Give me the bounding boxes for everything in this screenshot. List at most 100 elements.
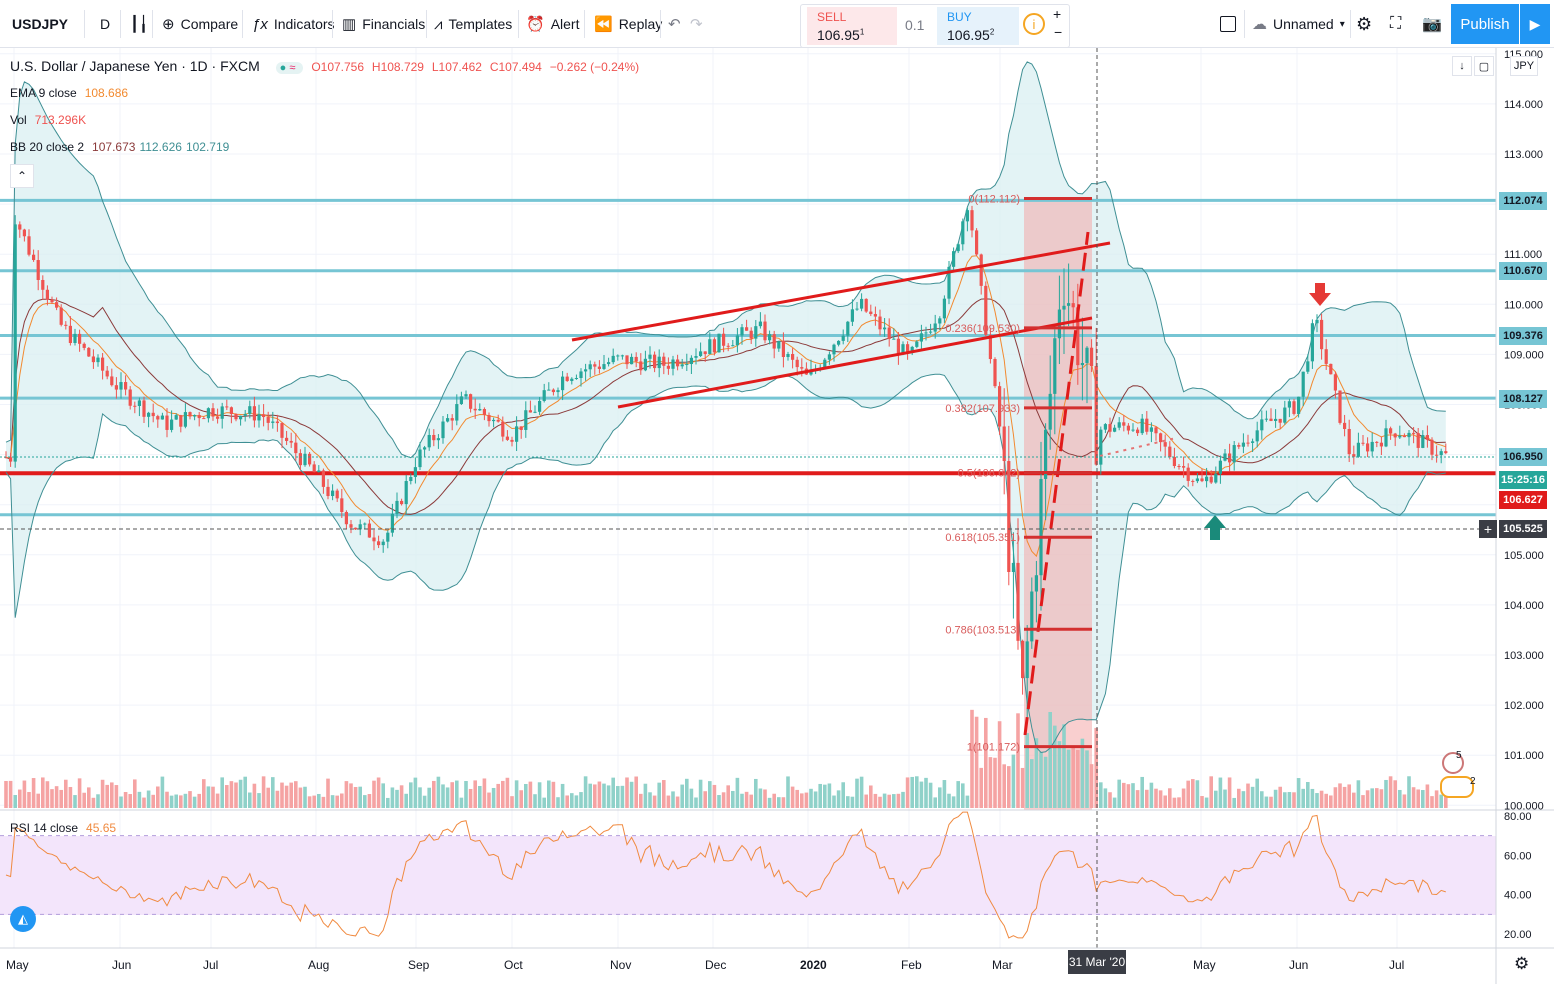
crosshair-date-label: 31 Mar '20 — [1068, 950, 1126, 974]
dividends-events-icon[interactable] — [1440, 776, 1474, 798]
minus-icon[interactable]: − — [1054, 24, 1063, 40]
legend-bb[interactable]: BB 20 close 2 107.673 112.626 102.719 — [10, 140, 233, 154]
candle — [676, 359, 680, 367]
rsi-axis[interactable]: 80.00 60.00 40.00 20.00 — [0, 811, 1532, 941]
volume-bar — [933, 797, 937, 808]
plus-icon[interactable]: + — [1053, 6, 1062, 22]
play-circle-icon: ▶ — [1529, 15, 1541, 32]
volume-bar — [169, 795, 174, 808]
publish-button[interactable]: Publish — [1451, 4, 1519, 44]
candle — [22, 229, 26, 237]
info-icon[interactable]: i — [1023, 13, 1045, 35]
settings-button[interactable]: ⚙ — [1356, 0, 1372, 48]
volume-bar — [1421, 790, 1425, 808]
price-tick-label: 114.000 — [1504, 99, 1543, 111]
candle — [243, 413, 247, 416]
candle — [703, 351, 707, 355]
chart-type-button[interactable]: ┃╽ — [130, 0, 148, 48]
volume-bar — [988, 757, 993, 808]
fullscreen-button[interactable]: ⛶ — [1390, 0, 1401, 48]
candle — [965, 210, 969, 222]
legend-ema[interactable]: EMA 9 close 108.686 — [10, 86, 132, 100]
legend-volume[interactable]: Vol 713.296K — [10, 113, 90, 127]
interval-button[interactable]: D — [100, 0, 110, 48]
symbol-search[interactable]: USDJPY — [12, 0, 68, 48]
undo-button[interactable]: ↶ — [668, 0, 681, 48]
volume-bar — [13, 795, 17, 808]
candle — [1126, 425, 1130, 431]
candle — [1159, 433, 1163, 443]
candle — [427, 434, 431, 448]
volume-bar — [804, 792, 809, 808]
publish-menu-button[interactable]: ▶ — [1520, 4, 1550, 44]
redo-button[interactable]: ↷ — [690, 0, 703, 48]
replay-icon: ⏪ — [594, 16, 613, 33]
time-tick-label: Jul — [203, 958, 218, 972]
volume-bar — [1319, 790, 1324, 808]
candle — [390, 513, 394, 533]
bar-chart-icon: ▥ — [342, 16, 357, 33]
time-tick-label: Dec — [705, 958, 726, 972]
collapse-legend-button[interactable]: ⌃ — [10, 164, 34, 188]
chart-settings-gear-icon[interactable]: ⚙ — [1514, 954, 1530, 973]
candle — [326, 486, 330, 497]
templates-button[interactable]: ⩘ Templates — [434, 0, 512, 48]
price-label-112: 112.074 — [1499, 192, 1547, 210]
candle — [179, 415, 183, 427]
volume-bar — [353, 787, 358, 808]
candle — [64, 324, 68, 326]
sell-button[interactable]: SELL 106.951 — [807, 7, 897, 45]
add-alert-plus-icon[interactable]: + — [1479, 520, 1497, 538]
candle — [809, 370, 813, 375]
volume-bar — [1094, 727, 1098, 808]
volume-bar — [1191, 779, 1195, 808]
volume-bar — [565, 795, 569, 808]
candle — [1283, 407, 1287, 423]
layout-menu[interactable]: ☁ Unnamed ▾ — [1252, 0, 1345, 48]
time-axis[interactable]: May Jun Jul Aug Sep Oct Nov Dec 2020 Feb Mar May Jun… — [6, 958, 1404, 972]
candle — [1007, 461, 1011, 572]
candle — [1333, 374, 1337, 391]
candle — [262, 414, 266, 418]
candle — [883, 327, 887, 330]
tradingview-logo-icon[interactable]: ◭ — [10, 906, 36, 932]
compare-button[interactable]: ⊕ Compare — [162, 0, 238, 48]
snapshot-button[interactable]: 📷 — [1422, 0, 1442, 48]
volume-bar — [464, 781, 468, 808]
candle — [1071, 303, 1075, 308]
candle — [1117, 422, 1121, 428]
candle — [832, 344, 836, 355]
price-tick-label: 102.000 — [1504, 700, 1544, 712]
indicators-button[interactable]: ƒx Indicators — [252, 0, 335, 48]
candle — [947, 266, 951, 299]
candle — [1255, 430, 1259, 442]
compare-label: Compare — [180, 16, 239, 32]
volume-bar — [376, 777, 381, 808]
volume-bar — [542, 797, 546, 808]
select-checkbox[interactable] — [1220, 0, 1236, 48]
volume-bar — [1163, 795, 1167, 808]
financials-button[interactable]: ▥ Financials — [342, 0, 425, 48]
legend-rsi[interactable]: RSI 14 close 45.65 — [10, 821, 120, 835]
maximize-icon[interactable]: ▢ — [1474, 56, 1494, 76]
price-tick-label: 104.000 — [1504, 600, 1544, 612]
volume-bar — [473, 780, 477, 808]
volume-bar — [50, 789, 54, 808]
volume-bar — [1384, 779, 1388, 808]
volume-bar — [128, 794, 132, 808]
volume-bar — [1315, 793, 1319, 808]
candle — [1320, 319, 1324, 350]
download-icon[interactable]: ↓ — [1452, 56, 1472, 76]
candle — [1278, 418, 1282, 423]
volume-bar — [252, 783, 257, 808]
candle — [1085, 347, 1089, 364]
alert-button[interactable]: ⏰ Alert — [526, 0, 579, 48]
candle — [367, 523, 371, 538]
volume-bar — [312, 795, 316, 808]
economic-events-icon[interactable] — [1442, 752, 1464, 774]
buy-button[interactable]: BUY 106.952 — [937, 7, 1019, 45]
volume-bar — [731, 790, 735, 808]
replay-button[interactable]: ⏪ Replay — [594, 0, 662, 48]
price-tick-label: 111.000 — [1504, 249, 1542, 261]
